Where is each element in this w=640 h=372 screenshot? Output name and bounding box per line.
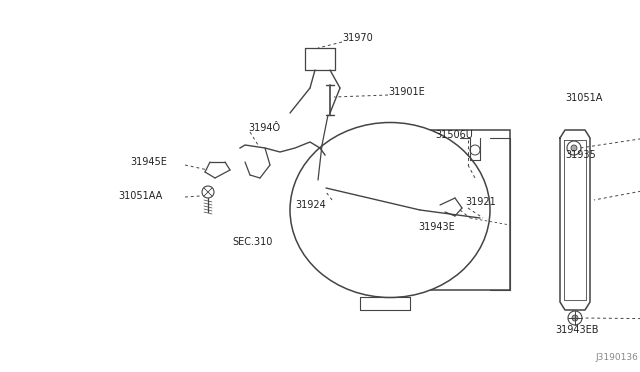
Circle shape xyxy=(470,145,480,155)
Text: 31924: 31924 xyxy=(295,200,326,210)
Circle shape xyxy=(314,184,322,192)
Circle shape xyxy=(298,128,462,292)
Circle shape xyxy=(568,311,582,325)
Text: 31051AA: 31051AA xyxy=(118,191,163,201)
Text: SEC.310: SEC.310 xyxy=(232,237,273,247)
Text: 31051A: 31051A xyxy=(565,93,602,103)
Text: 31935: 31935 xyxy=(565,150,596,160)
Circle shape xyxy=(353,275,362,283)
Circle shape xyxy=(399,137,406,145)
Circle shape xyxy=(310,180,326,196)
Circle shape xyxy=(202,186,214,198)
Text: 31943EB: 31943EB xyxy=(555,325,598,335)
Text: 31506U: 31506U xyxy=(435,130,473,140)
Circle shape xyxy=(303,206,311,214)
Text: 31945E: 31945E xyxy=(130,157,167,167)
Circle shape xyxy=(449,206,457,214)
Circle shape xyxy=(475,213,485,223)
Circle shape xyxy=(317,163,325,171)
Circle shape xyxy=(435,249,443,257)
Circle shape xyxy=(366,196,394,224)
Circle shape xyxy=(572,315,578,321)
Text: 31943E: 31943E xyxy=(418,222,455,232)
Circle shape xyxy=(435,163,443,171)
Text: 31921: 31921 xyxy=(465,197,496,207)
Text: 31970: 31970 xyxy=(342,33,372,43)
Circle shape xyxy=(320,150,440,270)
Text: J3190136: J3190136 xyxy=(595,353,638,362)
Text: 3194Ô: 3194Ô xyxy=(248,123,280,133)
Ellipse shape xyxy=(290,122,490,298)
FancyBboxPatch shape xyxy=(390,130,510,290)
Circle shape xyxy=(571,145,577,151)
Circle shape xyxy=(338,168,422,252)
Circle shape xyxy=(354,184,406,236)
Circle shape xyxy=(399,275,406,283)
Circle shape xyxy=(317,249,325,257)
Circle shape xyxy=(353,137,362,145)
Circle shape xyxy=(567,141,581,155)
Text: 31901E: 31901E xyxy=(388,87,425,97)
